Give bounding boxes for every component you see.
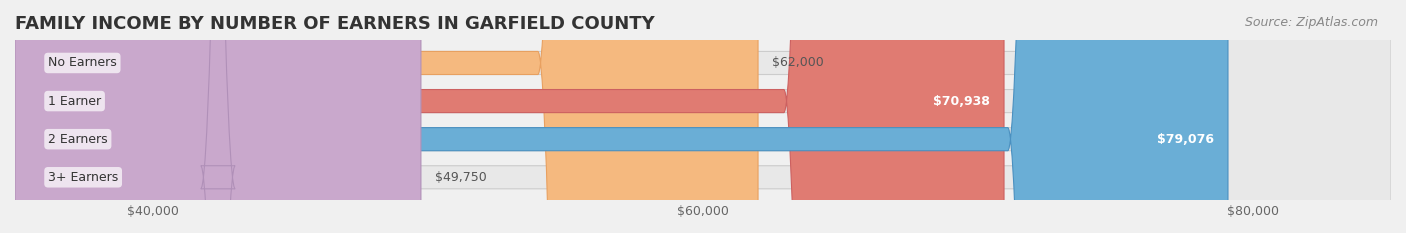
- Text: $49,750: $49,750: [434, 171, 486, 184]
- FancyBboxPatch shape: [15, 0, 758, 233]
- FancyBboxPatch shape: [15, 0, 1391, 233]
- Text: FAMILY INCOME BY NUMBER OF EARNERS IN GARFIELD COUNTY: FAMILY INCOME BY NUMBER OF EARNERS IN GA…: [15, 15, 655, 33]
- FancyBboxPatch shape: [15, 0, 420, 233]
- Text: $79,076: $79,076: [1157, 133, 1215, 146]
- FancyBboxPatch shape: [15, 0, 1391, 233]
- FancyBboxPatch shape: [15, 0, 1004, 233]
- FancyBboxPatch shape: [15, 0, 1227, 233]
- Text: 1 Earner: 1 Earner: [48, 95, 101, 108]
- Text: 2 Earners: 2 Earners: [48, 133, 108, 146]
- FancyBboxPatch shape: [15, 0, 1391, 233]
- Text: $70,938: $70,938: [934, 95, 990, 108]
- Text: Source: ZipAtlas.com: Source: ZipAtlas.com: [1244, 16, 1378, 29]
- FancyBboxPatch shape: [15, 0, 1391, 233]
- Text: 3+ Earners: 3+ Earners: [48, 171, 118, 184]
- Text: $62,000: $62,000: [772, 56, 824, 69]
- Text: No Earners: No Earners: [48, 56, 117, 69]
